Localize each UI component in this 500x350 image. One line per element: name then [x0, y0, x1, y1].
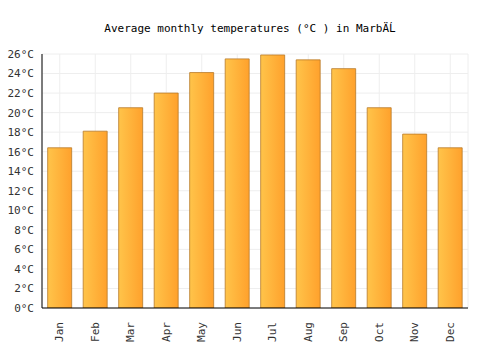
svg-text:18°C: 18°C: [8, 126, 34, 139]
svg-text:20°C: 20°C: [8, 107, 34, 120]
svg-text:Jan: Jan: [53, 322, 66, 342]
svg-text:0°C: 0°C: [14, 302, 34, 315]
svg-text:24°C: 24°C: [8, 67, 34, 80]
svg-text:6°C: 6°C: [14, 243, 34, 256]
svg-text:14°C: 14°C: [8, 165, 34, 178]
svg-text:Mar: Mar: [124, 322, 137, 342]
svg-text:4°C: 4°C: [14, 263, 34, 276]
svg-text:Jun: Jun: [231, 322, 244, 342]
html-text:Average monthly temperatures (: Average monthly temperatures (°C ) in Ma…: [104, 22, 396, 35]
svg-text:Aug: Aug: [302, 322, 315, 342]
svg-text:May: May: [195, 322, 208, 342]
svg-text:26°C: 26°C: [8, 48, 34, 61]
svg-text:2°C: 2°C: [14, 282, 34, 295]
svg-text:Dec: Dec: [444, 322, 457, 342]
svg-text:Feb: Feb: [89, 322, 102, 342]
svg-text:Nov: Nov: [408, 322, 421, 342]
svg-text:10°C: 10°C: [8, 204, 34, 217]
svg-text:12°C: 12°C: [8, 185, 34, 198]
svg-text:Jul: Jul: [266, 322, 279, 342]
svg-text:Apr: Apr: [160, 322, 173, 342]
svg-text:Oct: Oct: [373, 322, 386, 342]
svg-text:22°C: 22°C: [8, 87, 34, 100]
svg-text:8°C: 8°C: [14, 224, 34, 237]
svg-text:Sep: Sep: [337, 322, 350, 342]
svg-text:16°C: 16°C: [8, 146, 34, 159]
